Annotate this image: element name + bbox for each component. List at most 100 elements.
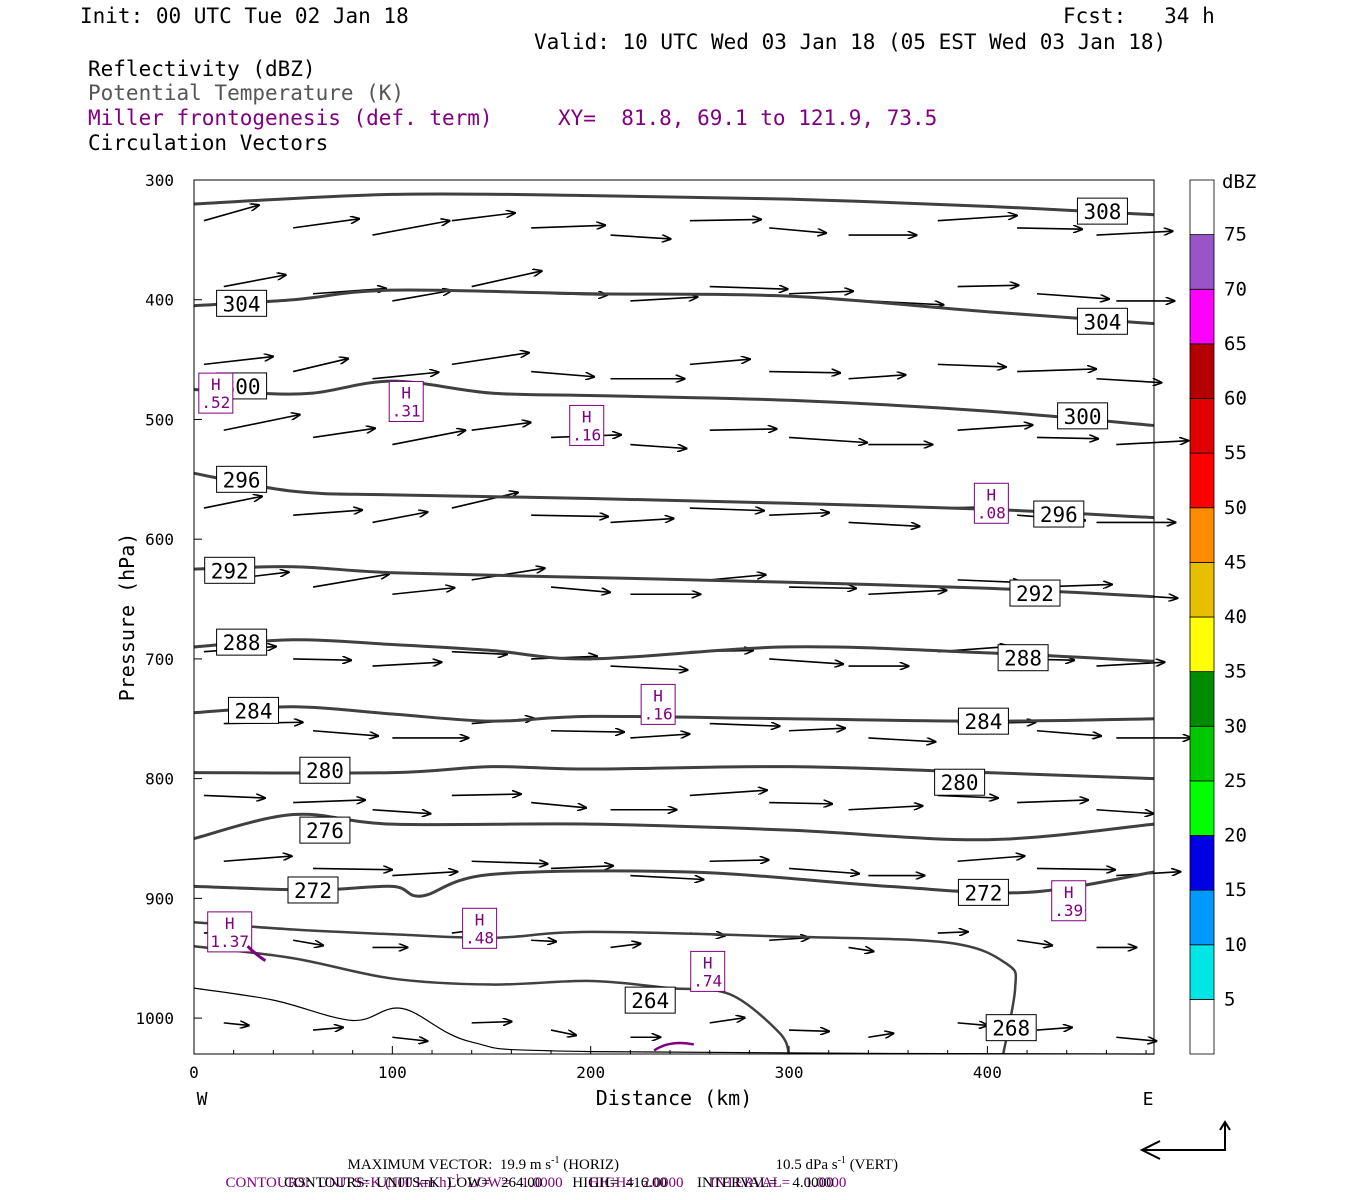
max-vector-vert: 10.5 dPa s [775,1157,838,1173]
colorbar-swatch [1189,343,1215,399]
theta-label-box [1076,197,1128,225]
vector-arrow [531,370,594,377]
theta-label-text: 280 [941,771,979,795]
vector-arrow [848,806,923,811]
theta-contour-268 [193,921,1018,1055]
colorbar-label: 55 [1224,442,1247,464]
fronto-box-outline [690,950,726,992]
fronto-max-box: H.52 [198,372,234,414]
theta-label-280: 280 [934,768,986,796]
east-label: E [1143,1089,1154,1110]
max-vector-vert-exp: -1 [837,1155,846,1166]
theta-label-304: 304 [1076,307,1128,335]
vector-arrow [630,443,686,449]
vector-arrow [451,353,529,366]
fronto-contour-lines [246,945,695,1052]
theta-label-272: 272 [287,876,339,904]
vector-arrow [550,866,613,869]
vector-arrow [550,586,610,592]
vector-arrow [1017,369,1096,372]
theta-label-box [957,878,1009,906]
theta-label-box [985,1014,1037,1042]
vector-arrow [451,213,515,222]
vector-arrow [1017,939,1052,945]
axes: 0 100 200 300 400 300 400 500 600 700 800 900 1000 Di… [115,171,1153,1110]
theta-label-box [287,876,339,904]
colorbar-label: 65 [1224,333,1247,355]
x-tick-label: 400 [973,1063,1002,1082]
theta-label-box [997,644,1049,672]
reference-vector-icon [1139,1120,1231,1160]
vector-arrow [312,1027,343,1030]
vector-arrow [769,372,840,373]
valid-label: Valid: 10 UTC Wed 03 Jan 18 (05 EST Wed … [534,30,1167,54]
colorbar-label: 70 [1224,278,1247,300]
vector-arrow [531,225,605,228]
fronto-h-label: H [987,485,997,504]
fronto-value-label: .16 [644,704,673,723]
theta-label-box [228,696,280,724]
theta-label-box [204,556,256,584]
y-tick-label: 1000 [135,1009,174,1028]
theta-label-text: 308 [1083,200,1121,224]
fronto-box-outline [198,372,234,414]
vector-arrow [769,658,843,664]
theta-label-text: 292 [1016,582,1054,606]
vector-arrow [312,868,392,869]
vector-arrow [848,947,874,951]
fcst-label: Fcst: 34 h [1063,4,1215,28]
theta-label-308: 308 [1076,197,1128,225]
fronto-max-box: H.16 [569,404,605,446]
surface-contour [193,987,1155,1055]
colorbar-swatch [1189,234,1215,290]
vector-arrow [1036,729,1101,736]
theta-label-box [1057,402,1109,430]
theta-label-box [934,768,986,796]
xy-label: XY= 81.8, 69.1 to 121.9, 73.5 [558,106,938,130]
y-tick-label: 900 [145,889,174,908]
vector-arrow [372,512,428,524]
fronto-box-outline [1051,880,1087,922]
y-tick-label: 800 [145,770,174,789]
vector-arrow [531,801,586,808]
vector-arrow [789,1030,829,1031]
theta-label-text: 292 [211,559,249,583]
fronto-h-label: H [475,910,485,929]
vector-arrow [372,662,442,667]
vector-arrow [937,216,1017,222]
vector-arrow [1036,868,1115,869]
vector-arrow [957,425,1033,432]
theta-label-text: 288 [223,631,261,655]
vector-arrow [689,219,761,220]
vector-arrow [610,519,674,524]
theta-label-280: 280 [299,756,351,784]
theta-label-288: 288 [216,628,268,656]
y-axis-title: Pressure (hPa) [115,533,139,702]
vector-arrow [223,1023,249,1026]
vector-arrow [203,205,259,222]
x-axis-title: Distance (km) [596,1086,753,1110]
vector-arrow [293,219,359,229]
vector-arrow [868,1033,893,1037]
vector-arrow [610,944,641,948]
theta-contour-288 [193,638,1155,663]
theta-label-304: 304 [216,289,268,317]
fronto-value-label: .74 [693,971,722,990]
vector-arrow [392,291,451,302]
fronto-h-label: H [1064,883,1074,902]
colorbar-label: 40 [1224,606,1247,628]
fronto-value-label: .39 [1054,901,1083,920]
fronto-box-outline [388,380,424,422]
x-tick-label: 300 [775,1063,804,1082]
colorbar-label: 20 [1224,825,1247,847]
theta-label-text: 304 [223,292,261,316]
fronto-box-outline [462,907,498,949]
max-vector-horiz-suffix: (HORIZ) [559,1157,620,1173]
fronto-box-outline [640,683,676,725]
x-tick-label: 100 [378,1063,407,1082]
circulation-vectors [203,205,1191,1041]
theta-label-box [957,707,1009,735]
vector-arrow [203,795,265,798]
colorbar-swatch [1189,671,1215,727]
